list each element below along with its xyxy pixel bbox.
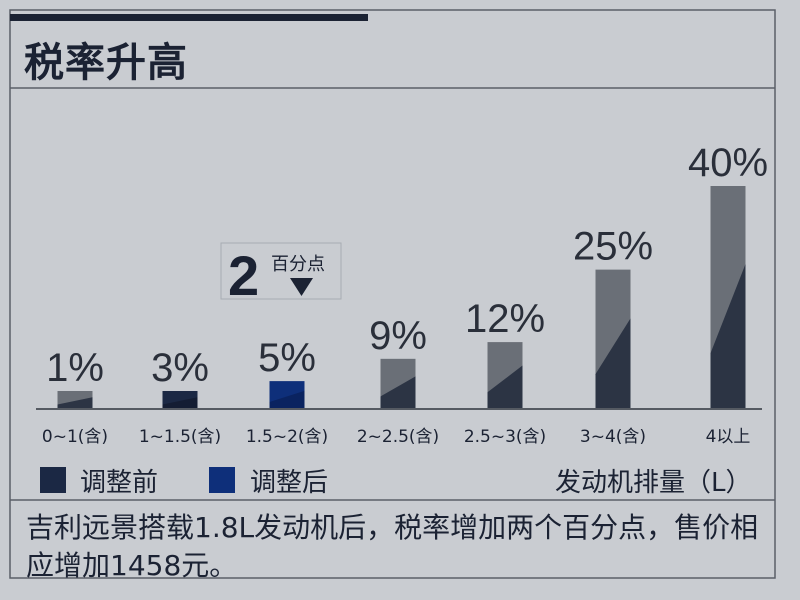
category-label-4: 2.5~3(含): [464, 427, 546, 447]
bar-2: [269, 381, 305, 409]
category-label-5: 3~4(含): [580, 427, 646, 447]
value-label-6: 40%: [688, 141, 768, 185]
annotation-number: 2: [228, 244, 259, 307]
footer-note: 吉利远景搭载1.8L发动机后，税率增加两个百分点，售价相应增加1458元。: [26, 511, 759, 582]
bar-4: [487, 342, 523, 409]
value-label-4: 12%: [465, 297, 545, 341]
category-label-0: 0~1(含): [42, 427, 108, 447]
legend-swatch-before: [40, 467, 66, 493]
page-title: 税率升高: [24, 40, 188, 86]
bar-0: [57, 391, 93, 409]
category-label-3: 2~2.5(含): [357, 427, 439, 447]
bar-1: [162, 391, 198, 409]
increase-annotation: 2 百分点: [220, 242, 342, 307]
value-label-0: 1%: [46, 346, 104, 390]
bar-6: [710, 186, 746, 409]
category-label-6: 4以上: [706, 427, 751, 447]
value-label-5: 25%: [573, 225, 653, 269]
legend-label-before: 调整前: [80, 468, 159, 498]
x-axis-unit-label: 发动机排量（L）: [555, 468, 752, 498]
value-label-2: 5%: [258, 336, 316, 380]
legend-swatch-after: [209, 467, 235, 493]
category-label-1: 1~1.5(含): [139, 427, 221, 447]
category-label-2: 1.5~2(含): [246, 427, 328, 447]
value-label-3: 9%: [369, 314, 427, 358]
bar-5: [595, 269, 631, 409]
bar-3: [380, 358, 416, 409]
value-label-1: 3%: [151, 346, 209, 390]
annotation-box: [220, 242, 342, 300]
down-arrow-icon: [290, 278, 313, 296]
annotation-text: 百分点: [271, 254, 325, 275]
legend-label-after: 调整后: [250, 468, 329, 498]
tax-rate-bar-chart: 1% 3% 5% 9% 12% 25% 40% 0~1(含) 1~1.5(含) 1.5~2(含)…: [36, 141, 768, 447]
